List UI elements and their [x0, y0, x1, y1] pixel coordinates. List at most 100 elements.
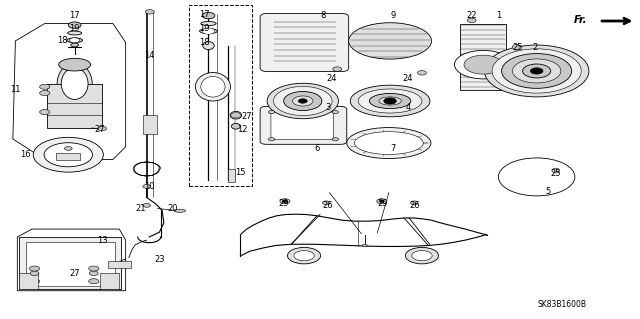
Bar: [47, 84, 102, 128]
Text: 25: 25: [550, 169, 561, 178]
Ellipse shape: [552, 168, 559, 173]
Text: 24: 24: [403, 74, 413, 83]
Circle shape: [513, 59, 561, 83]
Bar: [100, 273, 119, 289]
Text: 10: 10: [144, 182, 154, 191]
Circle shape: [523, 64, 550, 78]
Circle shape: [40, 109, 50, 115]
Ellipse shape: [379, 97, 401, 105]
Ellipse shape: [203, 42, 214, 50]
Text: 12: 12: [237, 125, 248, 134]
Bar: [26, 242, 115, 286]
Ellipse shape: [174, 209, 186, 212]
Text: 6: 6: [314, 144, 319, 153]
Circle shape: [70, 38, 80, 43]
Bar: [19, 237, 121, 289]
Circle shape: [273, 86, 332, 115]
Text: 24: 24: [326, 74, 337, 83]
Ellipse shape: [350, 85, 430, 117]
Text: 26: 26: [323, 201, 333, 210]
Bar: [56, 153, 80, 160]
Circle shape: [502, 54, 572, 88]
Text: 11: 11: [10, 85, 20, 94]
Circle shape: [268, 110, 275, 114]
Ellipse shape: [201, 21, 216, 26]
Text: 15: 15: [235, 168, 246, 177]
Text: Fr.: Fr.: [574, 15, 588, 26]
Circle shape: [531, 68, 543, 74]
Circle shape: [89, 266, 99, 271]
Text: 14: 14: [144, 51, 154, 60]
Text: 17: 17: [198, 10, 209, 19]
Ellipse shape: [347, 128, 431, 159]
Text: 13: 13: [97, 236, 108, 245]
Ellipse shape: [59, 58, 91, 71]
Text: 1: 1: [496, 11, 501, 20]
Circle shape: [29, 266, 40, 271]
Text: 19: 19: [69, 24, 80, 33]
Text: 3: 3: [326, 103, 331, 112]
Circle shape: [29, 279, 40, 284]
Circle shape: [90, 271, 99, 276]
Circle shape: [332, 138, 339, 141]
Circle shape: [143, 204, 150, 207]
Text: 21: 21: [135, 204, 145, 213]
Circle shape: [284, 92, 322, 110]
Circle shape: [464, 55, 502, 74]
Text: SK83B1600B: SK83B1600B: [538, 300, 587, 309]
Ellipse shape: [195, 72, 230, 101]
Text: 16: 16: [20, 150, 31, 159]
Bar: [228, 169, 236, 182]
Text: 19: 19: [199, 24, 209, 33]
Circle shape: [323, 201, 330, 205]
Text: 29: 29: [278, 199, 289, 208]
Circle shape: [292, 96, 313, 106]
Circle shape: [412, 250, 432, 261]
Text: 23: 23: [154, 255, 164, 263]
Text: 9: 9: [390, 11, 396, 20]
Circle shape: [267, 83, 339, 119]
Circle shape: [145, 10, 154, 14]
Ellipse shape: [355, 132, 423, 154]
Circle shape: [68, 22, 81, 28]
Circle shape: [454, 50, 512, 79]
Text: 22: 22: [467, 11, 477, 20]
Circle shape: [492, 49, 581, 93]
Circle shape: [231, 113, 241, 118]
Text: 8: 8: [321, 11, 326, 20]
FancyBboxPatch shape: [260, 13, 349, 71]
Circle shape: [333, 67, 342, 71]
Circle shape: [202, 28, 215, 34]
Ellipse shape: [232, 123, 241, 129]
Circle shape: [268, 138, 275, 141]
Circle shape: [44, 143, 93, 167]
Circle shape: [40, 84, 50, 89]
Circle shape: [65, 146, 72, 150]
Text: 27: 27: [241, 112, 252, 121]
Bar: [189, 4, 252, 186]
Ellipse shape: [57, 63, 92, 104]
Circle shape: [40, 91, 50, 96]
Circle shape: [405, 248, 438, 264]
Text: 20: 20: [167, 204, 177, 213]
Text: 4: 4: [405, 103, 411, 112]
Circle shape: [89, 279, 99, 284]
Circle shape: [143, 184, 150, 188]
FancyBboxPatch shape: [271, 112, 333, 140]
Circle shape: [499, 158, 575, 196]
Circle shape: [280, 199, 290, 204]
Ellipse shape: [358, 89, 422, 113]
Text: 18: 18: [198, 38, 209, 47]
Circle shape: [380, 200, 385, 203]
Text: 5: 5: [545, 187, 551, 196]
Circle shape: [298, 99, 307, 103]
Text: 17: 17: [69, 11, 80, 20]
Circle shape: [202, 12, 215, 19]
Ellipse shape: [349, 23, 431, 59]
Circle shape: [294, 250, 314, 261]
Circle shape: [410, 201, 418, 205]
Polygon shape: [17, 229, 125, 291]
Ellipse shape: [201, 77, 225, 97]
FancyBboxPatch shape: [260, 106, 347, 144]
Ellipse shape: [61, 68, 88, 100]
